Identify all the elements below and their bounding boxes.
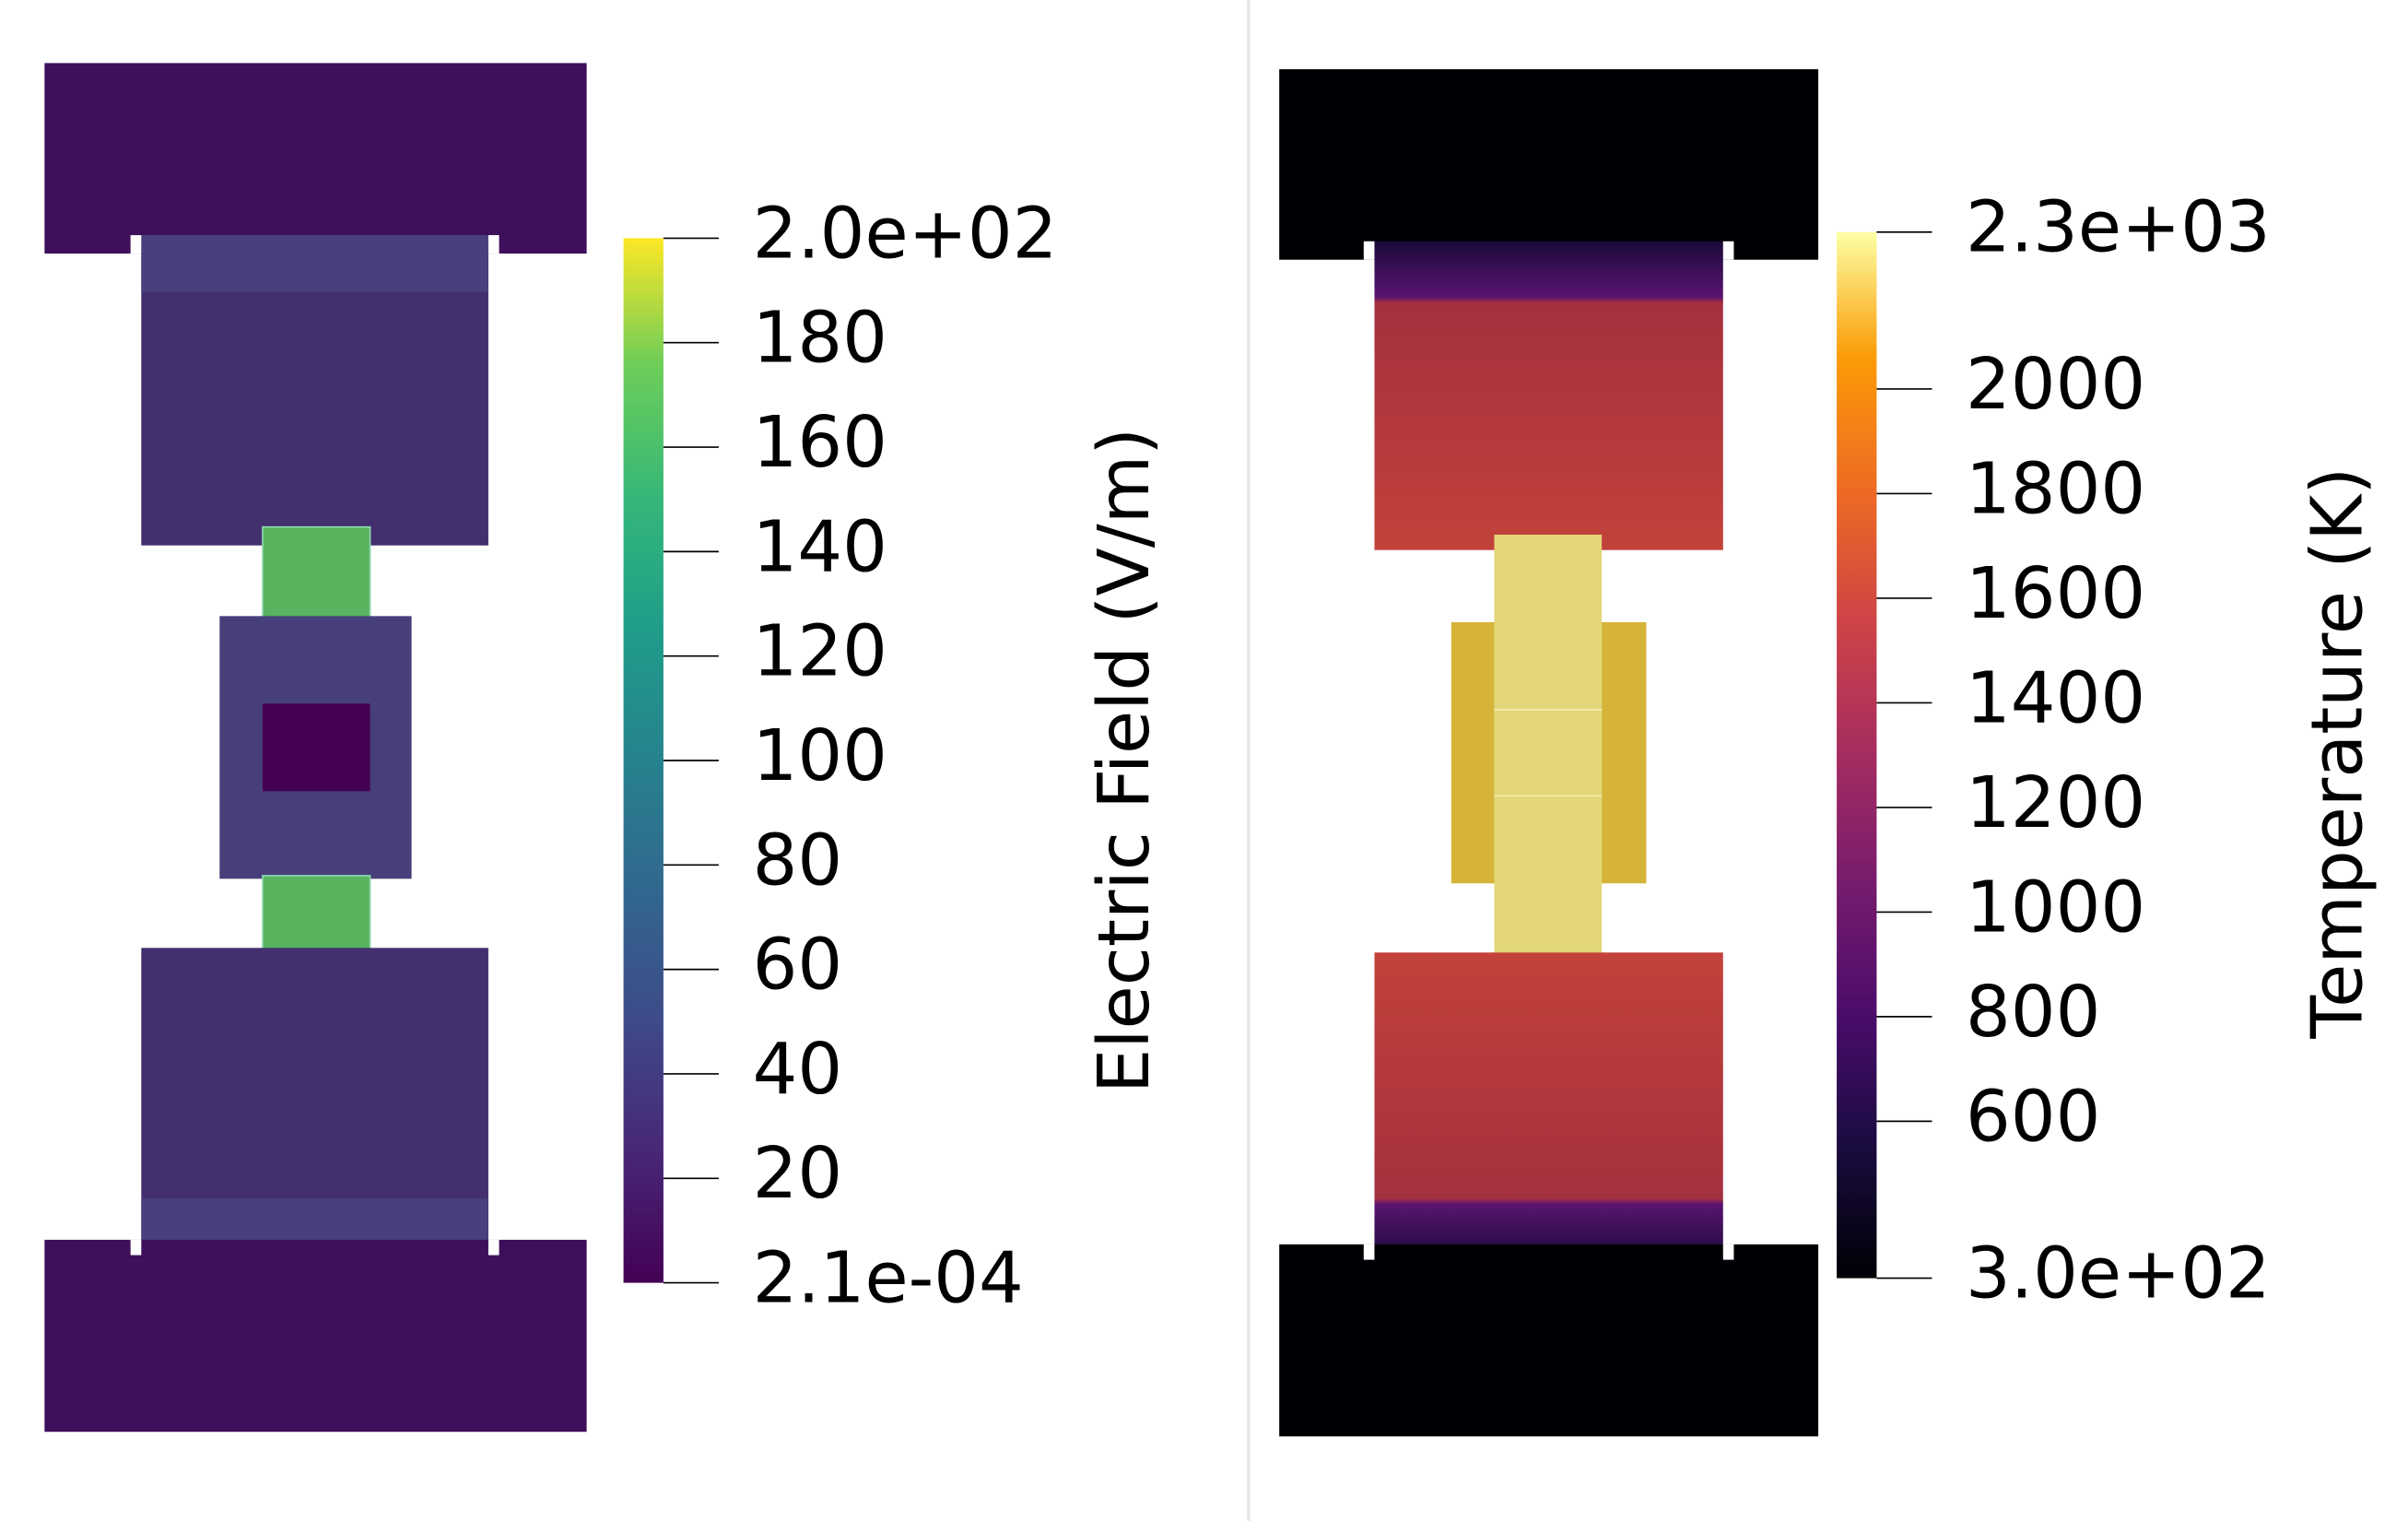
tick-label: 1800 bbox=[1966, 448, 2145, 530]
tick-label: 120 bbox=[753, 611, 887, 693]
tick-label: 80 bbox=[753, 819, 843, 902]
colorbar bbox=[1837, 231, 1877, 1279]
tick-label: 800 bbox=[1966, 972, 2100, 1054]
tick-label: 1000 bbox=[1966, 867, 2145, 949]
field-geometry bbox=[44, 63, 587, 1433]
tick-label: 1400 bbox=[1966, 657, 2145, 739]
temperature-geometry bbox=[1279, 69, 1819, 1437]
colorbar-title: Temperature (K) bbox=[2296, 467, 2379, 1040]
colorbar-title: Electric Field (V/m) bbox=[1084, 428, 1166, 1093]
tick-label: 20 bbox=[753, 1133, 843, 1215]
tick-label: 140 bbox=[753, 506, 887, 588]
tick-label: 60 bbox=[753, 925, 843, 1007]
tick-label: 2.3e+03 bbox=[1966, 187, 2271, 269]
tick-label: 3.0e+02 bbox=[1966, 1233, 2271, 1315]
tick-label: 160 bbox=[753, 402, 887, 484]
tick-label: 100 bbox=[753, 715, 887, 797]
tick-label: 600 bbox=[1966, 1076, 2100, 1158]
tick-label: 1600 bbox=[1966, 553, 2145, 635]
tick-label: 2.1e-04 bbox=[753, 1238, 1024, 1320]
tick-label: 2000 bbox=[1966, 344, 2145, 426]
tick-label: 40 bbox=[753, 1029, 843, 1111]
colorbar bbox=[623, 238, 664, 1283]
tick-label: 1200 bbox=[1966, 762, 2145, 844]
tick-label: 2.0e+02 bbox=[753, 193, 1058, 275]
tick-label: 180 bbox=[753, 298, 887, 380]
